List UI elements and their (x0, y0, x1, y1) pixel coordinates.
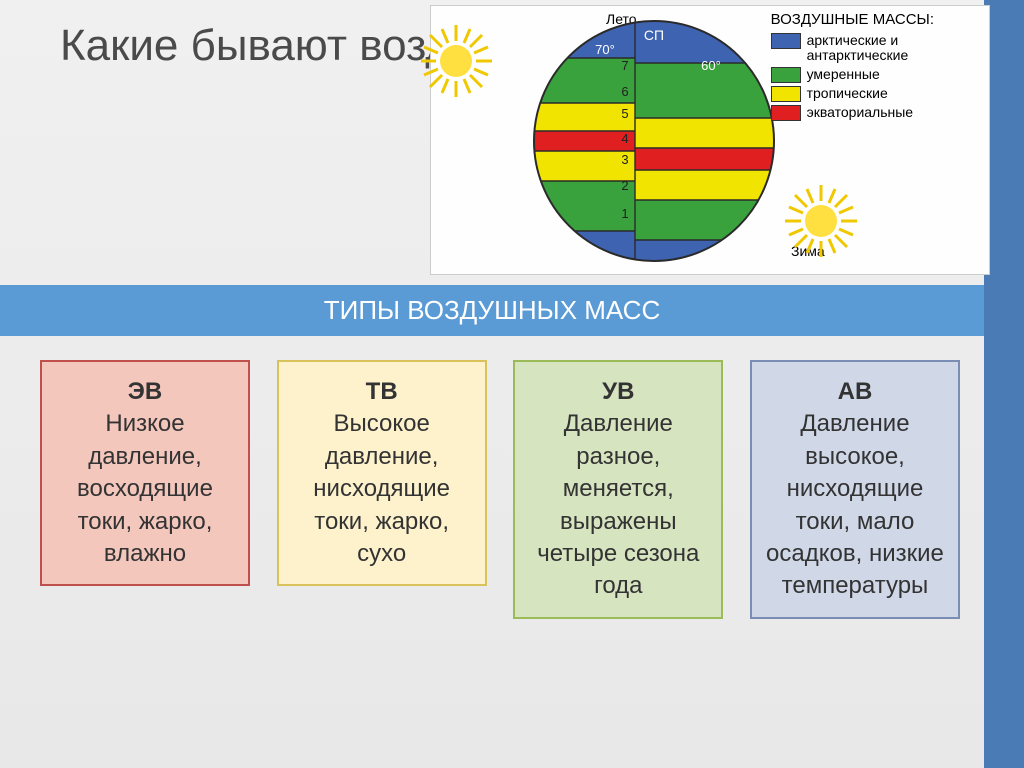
legend-swatch-temperate (771, 67, 801, 83)
card-ev-abbr: ЭВ (52, 376, 238, 408)
legend-label-temperate: умеренные (807, 67, 880, 82)
legend-label-equatorial: экваториальные (807, 105, 914, 120)
legend-label-arctic: арктические и антарктические (807, 33, 917, 64)
svg-text:5: 5 (621, 106, 628, 121)
card-tv-text: Высокое давление, нисходящие токи, жарко… (313, 410, 450, 567)
svg-text:4: 4 (621, 131, 628, 146)
legend-row-equatorial: экваториальные (771, 105, 934, 121)
legend-label-tropical: тропические (807, 86, 888, 101)
banner-text: ТИПЫ ВОЗДУШНЫХ МАСС (0, 285, 984, 336)
svg-text:6: 6 (621, 84, 628, 99)
legend-swatch-equatorial (771, 105, 801, 121)
card-av-text: Давление высокое, нисходящие токи, мало … (766, 410, 944, 599)
svg-text:3: 3 (621, 152, 628, 167)
card-av: АВ Давление высокое, нисходящие токи, ма… (750, 360, 960, 619)
cards-row: ЭВ Низкое давление, восходящие токи, жар… (40, 360, 960, 619)
card-ev-text: Низкое давление, восходящие токи, жарко,… (77, 410, 213, 567)
globe-diagram: Лето Зима (430, 5, 990, 275)
sun-icon-top (421, 16, 511, 106)
svg-text:1: 1 (621, 206, 628, 221)
svg-text:7: 7 (621, 58, 628, 73)
card-uv-text: Давление разное, меняется, выражены четы… (537, 410, 699, 599)
legend-row-tropical: тропические (771, 86, 934, 102)
label-60: 60° (701, 58, 721, 73)
sun-icon-bottom (776, 176, 866, 266)
label-70: 70° (595, 42, 615, 57)
label-pole: СП (644, 27, 664, 43)
card-tv: ТВ Высокое давление, нисходящие токи, жа… (277, 360, 487, 586)
card-uv-abbr: УВ (525, 376, 711, 408)
section-banner: ТИПЫ ВОЗДУШНЫХ МАСС (0, 285, 984, 335)
card-av-abbr: АВ (762, 376, 948, 408)
legend-row-arctic: арктические и антарктические (771, 33, 934, 64)
legend-title: ВОЗДУШНЫЕ МАССЫ: (771, 11, 934, 28)
card-tv-abbr: ТВ (289, 376, 475, 408)
legend: ВОЗДУШНЫЕ МАССЫ: арктические и антарктич… (771, 11, 934, 124)
side-accent-bar (984, 0, 1024, 768)
legend-swatch-arctic (771, 33, 801, 49)
card-uv: УВ Давление разное, меняется, выражены ч… (513, 360, 723, 619)
legend-row-temperate: умеренные (771, 67, 934, 83)
card-ev: ЭВ Низкое давление, восходящие токи, жар… (40, 360, 250, 586)
globe-svg: 7 6 5 4 3 2 1 СП 70° 60° (531, 18, 777, 264)
svg-text:2: 2 (621, 178, 628, 193)
legend-swatch-tropical (771, 86, 801, 102)
